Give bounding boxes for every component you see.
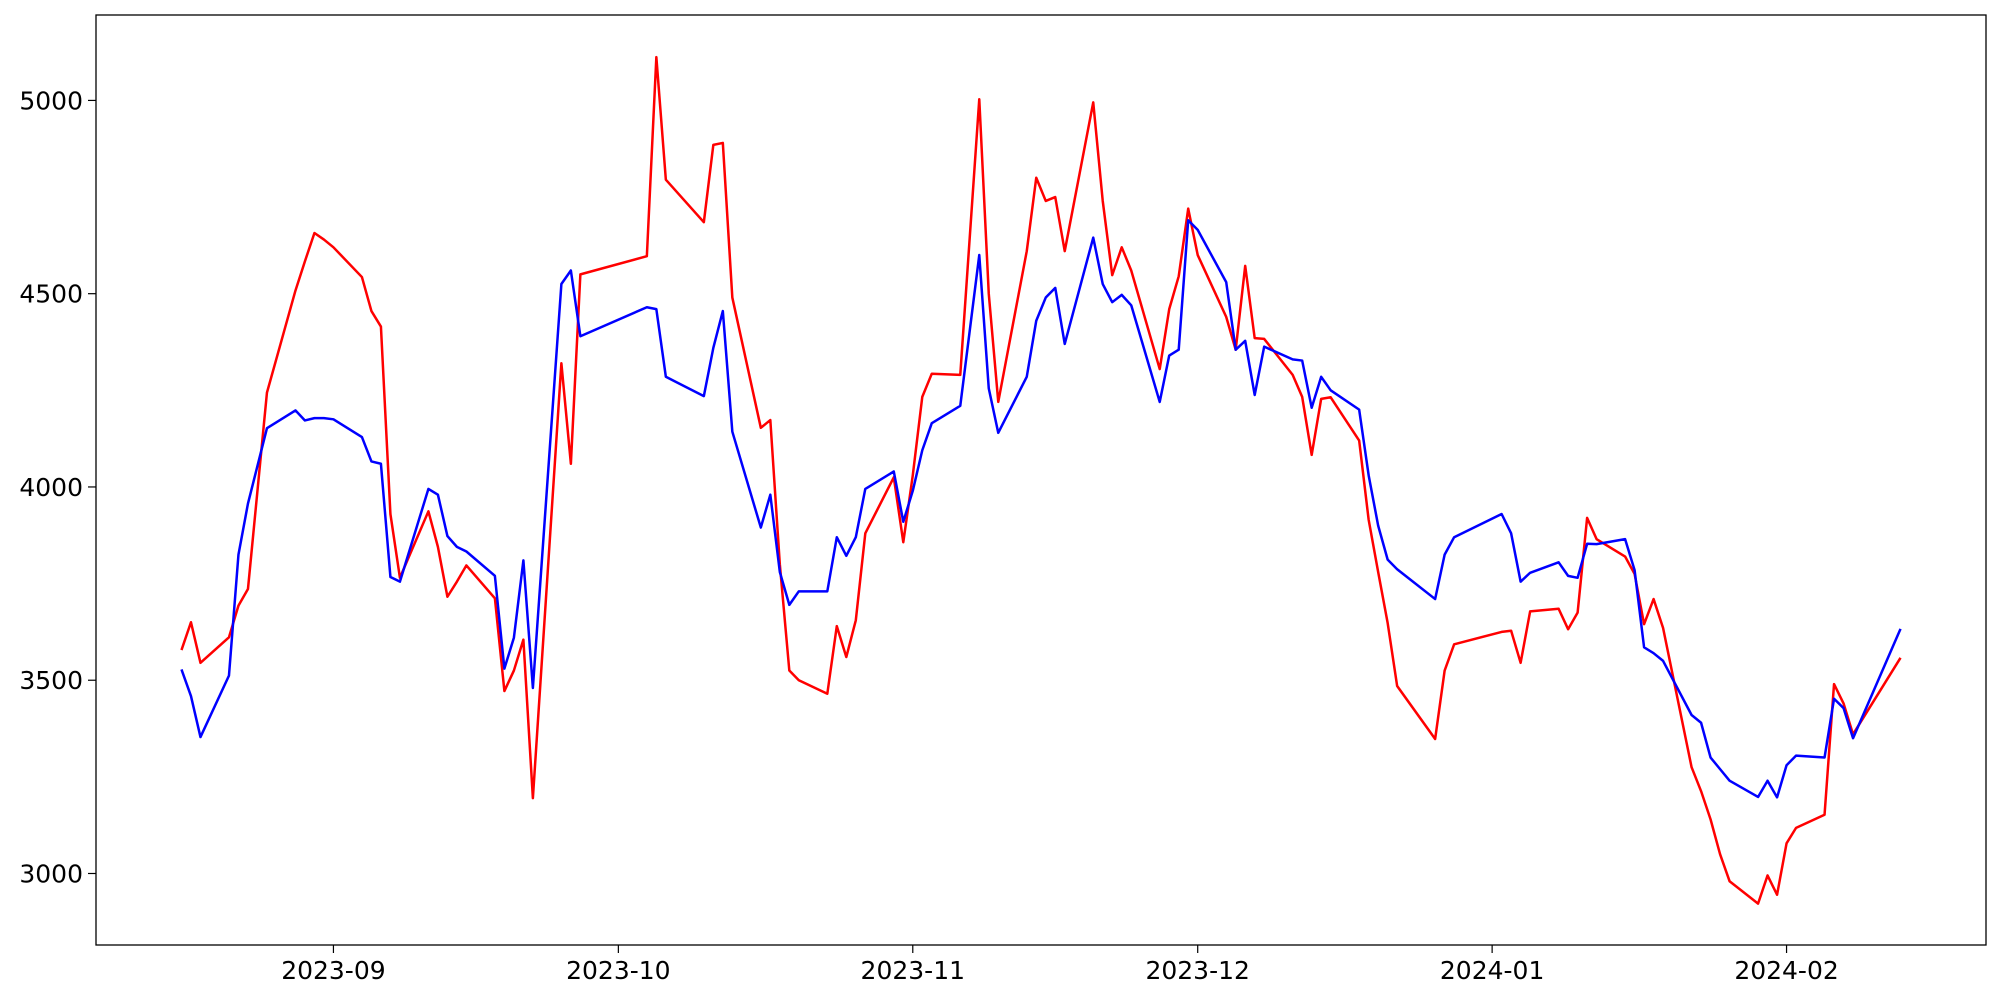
x-tick-label: 2023-11: [861, 956, 965, 985]
x-tick-label: 2023-12: [1145, 956, 1249, 985]
series-line: [180, 219, 1902, 799]
x-tick-label: 2023-09: [281, 956, 385, 985]
y-tick-label: 3000: [19, 859, 83, 888]
y-tick-label: 3500: [19, 666, 83, 695]
y-tick-label: 4500: [19, 280, 83, 309]
series-line: [180, 55, 1902, 905]
y-tick-label: 4000: [19, 473, 83, 502]
x-tick-label: 2023-10: [566, 956, 670, 985]
x-tick-label: 2024-02: [1734, 956, 1838, 985]
plot-frame: [95, 14, 1987, 946]
x-tick-label: 2024-01: [1440, 956, 1544, 985]
y-tick-label: 5000: [19, 86, 83, 115]
